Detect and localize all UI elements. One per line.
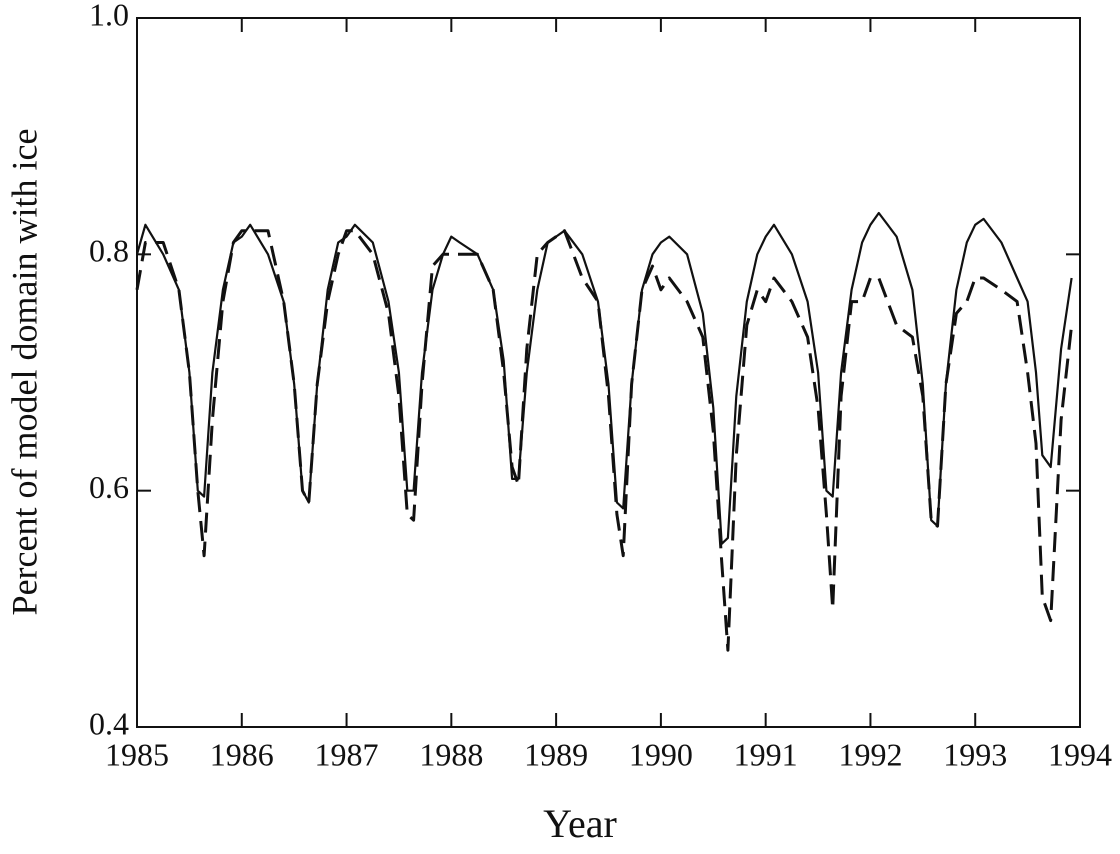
plot-frame: [136, 17, 1081, 728]
x-tick-label: 1990: [629, 736, 693, 772]
line-series: [135, 229, 1074, 652]
x-tick-label: 1994: [1048, 736, 1112, 772]
line-series: [135, 211, 1073, 545]
x-tick-label: 1986: [210, 736, 274, 772]
x-tick-label: 1987: [315, 736, 379, 772]
y-tick-label: 1.0: [89, 0, 129, 32]
y-tick-label: 0.4: [89, 705, 129, 741]
y-axis-label: Percent of model domain with ice: [4, 129, 44, 616]
x-tick-label: 1991: [734, 736, 798, 772]
x-tick-label: 1993: [943, 736, 1007, 772]
x-axis-label: Year: [543, 801, 617, 846]
x-tick-label: 1985: [105, 736, 169, 772]
y-tick-label: 0.6: [89, 469, 129, 505]
x-tick-label: 1992: [838, 736, 902, 772]
x-tick-label: 1988: [419, 736, 483, 772]
x-tick-label: 1989: [524, 736, 588, 772]
y-tick-label: 0.8: [89, 233, 129, 269]
